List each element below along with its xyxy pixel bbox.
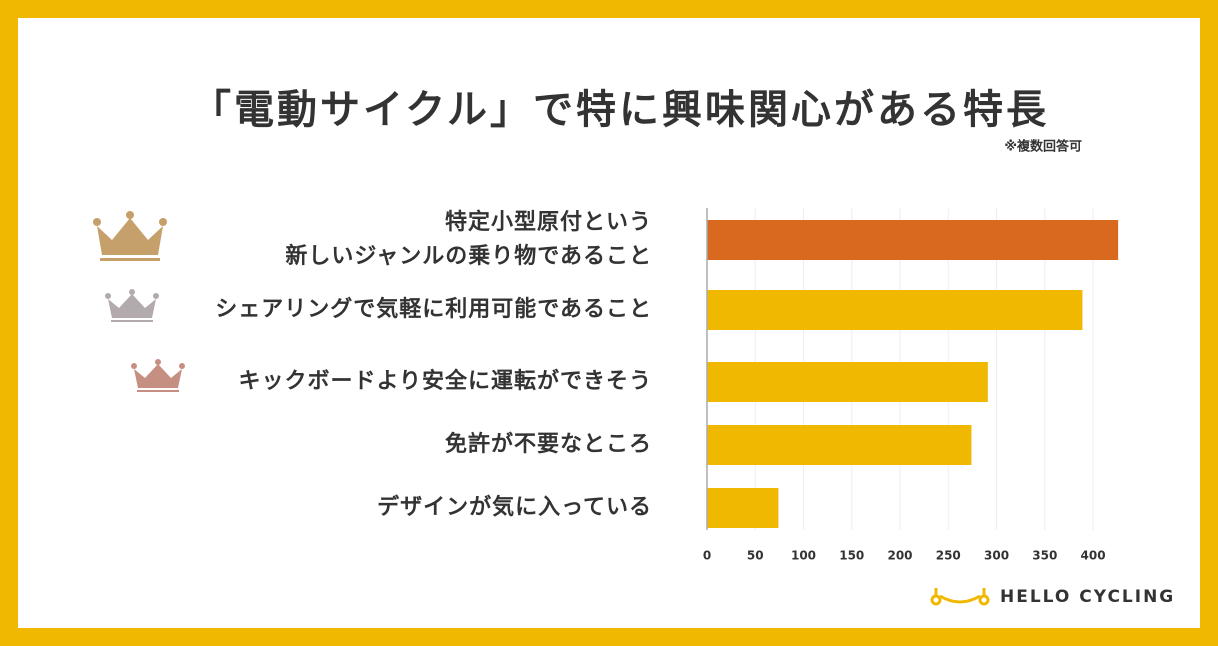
crown-gold <box>93 211 167 261</box>
x-tick-label: 300 <box>984 549 1009 563</box>
category-label: デザインが気に入っている <box>377 495 652 520</box>
chart-title: 「電動サイクル」で特に興味関心がある特長 <box>191 87 1049 133</box>
x-tick-label: 200 <box>887 549 912 563</box>
x-tick-label: 0 <box>703 549 711 563</box>
x-tick-label: 400 <box>1081 549 1106 563</box>
brand-name: HELLO CYCLING <box>1000 587 1175 607</box>
bar <box>707 220 1119 260</box>
x-tick-label: 50 <box>747 549 764 563</box>
chart-subtitle: ※複数回答可 <box>1004 139 1082 155</box>
x-tick-label: 100 <box>791 549 816 563</box>
x-tick-label: 350 <box>1032 549 1057 563</box>
x-tick-label: 150 <box>839 549 864 563</box>
x-tick-label: 250 <box>936 549 961 563</box>
bar <box>707 290 1083 330</box>
category-label: 免許が不要なところ <box>444 432 652 457</box>
category-label: キックボードより安全に運転ができそう <box>238 369 652 394</box>
crown-silver <box>105 289 159 322</box>
bar <box>707 362 988 402</box>
bar <box>707 488 779 528</box>
category-label: 特定小型原付という 新しいジャンルの乗り物であること <box>285 210 652 269</box>
category-label: シェアリングで気軽に利用可能であること <box>215 297 652 322</box>
bar <box>707 425 972 465</box>
brand-logo <box>930 588 990 606</box>
crown-bronze <box>131 359 185 392</box>
